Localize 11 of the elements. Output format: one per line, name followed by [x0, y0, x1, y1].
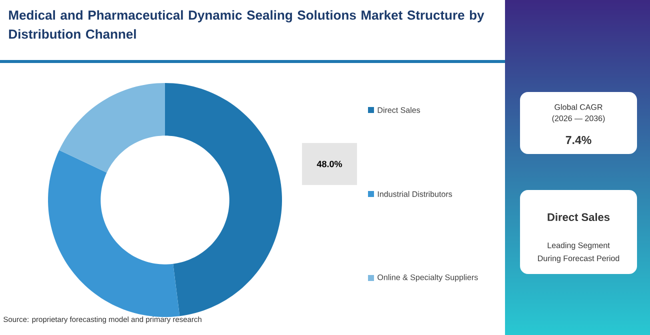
text: Global CAGR [554, 104, 602, 110]
chart-title: Medical and Pharmaceutical Dynamic Sealing Solutions Market Structure by Distribution Channel [9, 10, 484, 39]
data-label: 48.0% [316, 160, 342, 168]
text: Leading Segment [548, 242, 610, 250]
text: (2026 — 2036) [552, 115, 605, 123]
legend-label: Direct Sales [378, 107, 420, 113]
legend-label: Online & Specialty Suppliers [378, 274, 478, 282]
text: During Forecast Period [538, 255, 620, 263]
text: 7.4% [566, 136, 592, 144]
legend-label: Industrial Distributors [378, 191, 452, 197]
text: Direct Sales [548, 212, 610, 222]
